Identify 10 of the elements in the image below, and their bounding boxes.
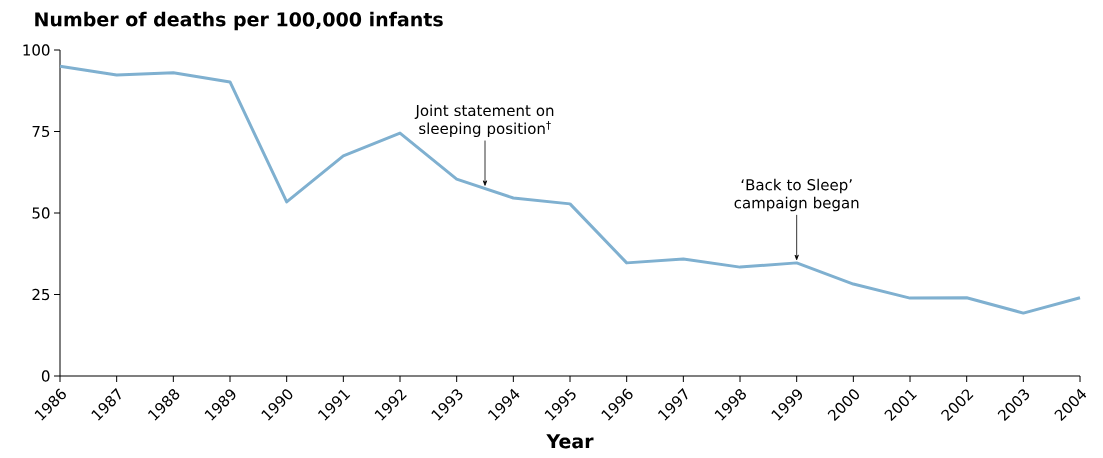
- annotation: ‘Back to Sleep’ campaign began: [734, 178, 859, 212]
- y-tick-label: 50: [32, 207, 50, 219]
- y-tick-label: 75: [32, 125, 50, 138]
- line-series: [58, 64, 1082, 315]
- annotation: Joint statement on sleeping position$^{†}$: [414, 104, 554, 138]
- y-axis-title: Number of deaths per 100,000 infants: [35, 11, 443, 31]
- y-tick-label: 25: [32, 288, 50, 301]
- y-tick-label: 0: [41, 370, 50, 382]
- y-tick-label: 100: [23, 44, 50, 56]
- x-axis-title: Year: [546, 434, 594, 449]
